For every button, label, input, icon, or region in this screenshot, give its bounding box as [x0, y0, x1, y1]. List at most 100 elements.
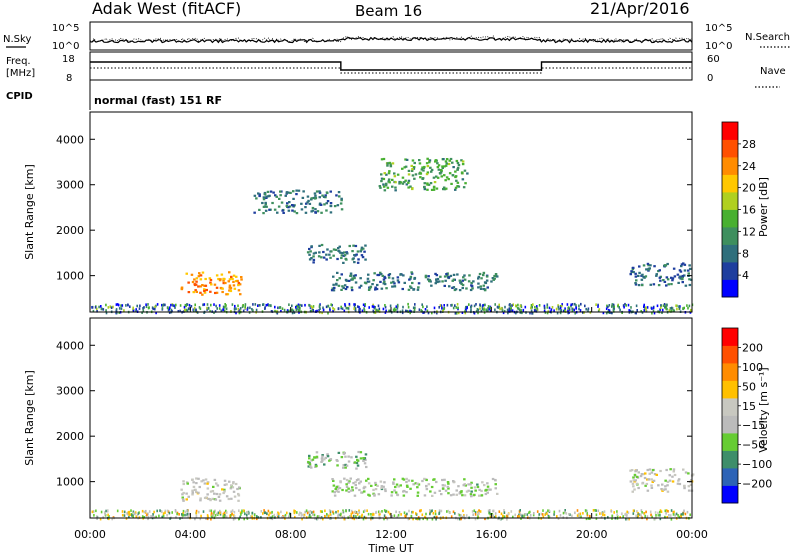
ground-scatter-cell [434, 510, 437, 513]
ground-scatter-cell [257, 304, 259, 307]
echo-cell [326, 453, 329, 456]
ground-scatter-cell [431, 517, 434, 521]
echo-cell [646, 468, 649, 472]
echo-cell [462, 484, 465, 487]
ground-scatter-cell [402, 305, 404, 309]
echo-cell [673, 275, 677, 278]
ground-scatter-cell [665, 304, 668, 308]
ground-scatter-cell [198, 510, 200, 514]
ground-scatter-cell [651, 311, 653, 315]
echo-cell [311, 206, 315, 210]
velocity-colorbar-label: Velocity [m s⁻¹] [757, 367, 770, 452]
echo-cell [340, 288, 343, 291]
ground-scatter-cell [176, 512, 178, 516]
ground-scatter-cell [166, 513, 168, 517]
ground-scatter-cell [470, 305, 472, 309]
echo-cell [425, 162, 429, 165]
ground-scatter-cell [251, 515, 253, 518]
echo-cell [688, 267, 692, 270]
echo-cell [209, 278, 213, 282]
echo-cell [337, 451, 341, 454]
ground-scatter-cell [429, 509, 431, 512]
ground-scatter-cell [382, 307, 385, 311]
echo-cell [292, 190, 295, 193]
echo-cell [307, 465, 310, 468]
ground-scatter-cell [392, 308, 395, 312]
echo-cell [237, 284, 240, 287]
echo-cell [409, 275, 413, 278]
ground-scatter-cell [274, 309, 276, 313]
ground-scatter-cell [521, 311, 523, 315]
echo-cell [470, 481, 473, 484]
echo-cell [199, 291, 202, 294]
ground-scatter-cell [507, 310, 509, 313]
ground-scatter-cell [246, 511, 249, 514]
ground-scatter-cell [488, 307, 490, 311]
echo-cell [428, 280, 431, 283]
echo-cell [414, 482, 417, 485]
echo-cell [666, 480, 670, 483]
echo-cell [472, 280, 475, 283]
echo-cell [382, 157, 386, 161]
ground-scatter-cell [291, 304, 293, 308]
ground-scatter-cell [303, 513, 306, 517]
echo-cell [344, 257, 347, 260]
echo-cell [416, 482, 419, 485]
ground-scatter-cell [112, 305, 114, 309]
ground-scatter-cell [107, 513, 109, 517]
ground-scatter-cell [587, 307, 590, 311]
noise-right-tick-low: 10^0 [705, 41, 732, 52]
ground-scatter-cell [489, 512, 491, 516]
echo-cell [265, 196, 268, 199]
ground-scatter-cell [519, 513, 522, 516]
ground-scatter-cell [502, 311, 505, 315]
echo-cell [223, 479, 227, 482]
echo-cell [435, 187, 439, 190]
echo-cell [306, 251, 310, 254]
ground-scatter-cell [244, 305, 246, 308]
echo-cell [195, 477, 198, 480]
echo-cell [473, 486, 477, 489]
ground-scatter-cell [542, 509, 544, 512]
echo-cell [358, 286, 361, 289]
echo-cell [403, 489, 406, 493]
ground-scatter-cell [477, 511, 480, 515]
echo-cell [336, 487, 340, 490]
echo-cell [423, 182, 426, 185]
echo-cell [228, 284, 232, 287]
colorbar-segment [722, 363, 738, 381]
ground-scatter-cell [557, 305, 560, 309]
ground-scatter-cell [241, 305, 244, 309]
echo-cell [237, 289, 241, 292]
echo-cell [399, 181, 403, 184]
echo-cell [429, 182, 433, 185]
echo-cell [638, 271, 641, 274]
ground-scatter-cell [238, 517, 240, 521]
ground-scatter-cell [244, 512, 246, 516]
echo-cell [445, 176, 449, 179]
ground-scatter-cell [659, 514, 661, 517]
ground-scatter-cell [487, 509, 490, 513]
echo-cell [494, 478, 497, 482]
ground-scatter-cell [152, 307, 154, 311]
ground-scatter-cell [223, 309, 226, 313]
ground-scatter-cell [438, 512, 440, 515]
ground-scatter-cell [351, 511, 354, 514]
ground-scatter-cell [327, 304, 329, 308]
ground-scatter-cell [206, 306, 208, 310]
ground-scatter-cell [240, 513, 242, 516]
ground-scatter-cell [421, 303, 423, 306]
echo-cell [225, 293, 228, 296]
echo-cell [413, 276, 417, 280]
echo-cell [340, 273, 343, 276]
echo-cell [258, 194, 261, 198]
echo-cell [644, 484, 647, 487]
ground-scatter-cell [318, 305, 321, 308]
echo-cell [433, 491, 437, 494]
echo-cell [631, 490, 634, 493]
ground-scatter-cell [231, 513, 233, 516]
ground-scatter-cell [205, 517, 207, 520]
ground-scatter-cell [489, 515, 492, 519]
echo-cell [226, 293, 230, 296]
echo-cell [452, 166, 455, 169]
